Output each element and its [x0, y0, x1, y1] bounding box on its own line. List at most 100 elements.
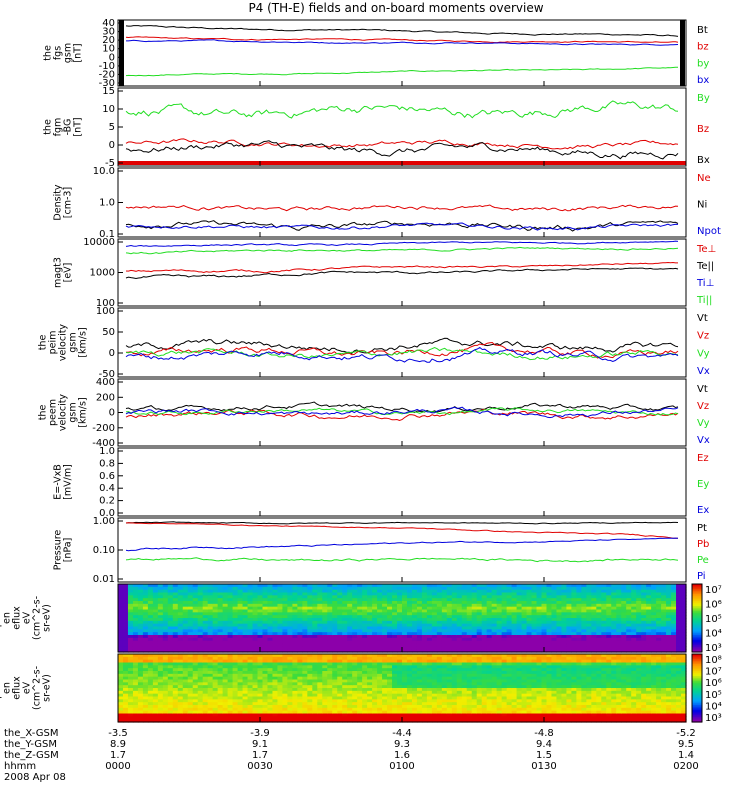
- y-tick-label: 0.01: [93, 574, 115, 585]
- y-tick-label: 0: [109, 408, 115, 419]
- legend-entry: Vy: [697, 348, 710, 359]
- series-line-pe: [126, 558, 678, 562]
- legend-entry: bz: [697, 42, 709, 53]
- legend-entry: Vt: [697, 384, 708, 395]
- series-line-vt: [126, 402, 678, 413]
- series-line-te: [126, 263, 678, 273]
- y-tick-label: 0.10: [93, 545, 115, 556]
- colorbar-tick-label: 10⁴: [705, 629, 722, 640]
- legend-entry: Ti||: [696, 295, 712, 306]
- series-line-ne: [126, 205, 678, 211]
- y-tick-label: 0.2: [99, 496, 115, 507]
- colorbar-tick-label: 10⁵: [705, 614, 722, 625]
- y-axis-label-line: [nT]: [73, 117, 84, 136]
- y-axis-label: Pressure[nPa]: [53, 530, 74, 571]
- y-tick-label: 100: [96, 306, 115, 317]
- series-line-vt: [126, 338, 678, 353]
- series-line-by: [126, 67, 678, 76]
- y-tick-label: 5: [109, 122, 115, 133]
- y-axis-label: thepeemvelocitygsm[km/s]: [38, 394, 89, 432]
- legend-entry: Bx: [697, 155, 710, 166]
- legend-entry: Bt: [697, 25, 708, 36]
- y-tick-label: 1.00: [93, 516, 115, 527]
- y-axis-label: Density[cm-3]: [53, 184, 74, 220]
- series-line-pb: [126, 523, 678, 538]
- panel-peir: 10⁷10⁶10⁵10⁴10³thepeirenefluxeV(cm^2-s-s…: [0, 584, 722, 654]
- y-axis-label-line: sr-eV): [42, 604, 53, 632]
- series-line-pt: [126, 522, 678, 524]
- y-axis-label: thepeirenefluxeV(cm^2-s-sr-eV): [0, 596, 53, 640]
- series-line-bx: [126, 141, 678, 159]
- data-gap-left: [119, 20, 124, 86]
- panel-frame: [118, 448, 686, 516]
- legend-entry: Vz: [697, 401, 709, 412]
- y-axis-label: E=-VxB[mV/m]: [53, 464, 74, 500]
- y-axis-label-line: [km/s]: [78, 327, 89, 357]
- legend-entry: bx: [697, 75, 709, 86]
- panel-peim: VtVzVyVx100500-50thepeimvelocitygsm[km/s…: [38, 306, 710, 380]
- legend-entry: Ne: [697, 173, 711, 184]
- legend-entry: Te||: [696, 261, 714, 272]
- legend-entry: By: [697, 93, 710, 104]
- legend-entry: Vx: [697, 366, 710, 377]
- y-axis-label-line: [eV]: [63, 263, 74, 283]
- panel-peem: VtVzVyVx4002000-200-400thepeemvelocitygs…: [38, 377, 710, 449]
- panel-frame: [118, 20, 686, 86]
- legend-entry: Npot: [697, 226, 721, 237]
- page-title: P4 (TH-E) fields and on-board moments ov…: [248, 1, 543, 15]
- panel-frame: [118, 88, 686, 166]
- y-axis-label-line: [km/s]: [78, 397, 89, 427]
- y-axis-label: thepeimvelocitygsm[km/s]: [38, 324, 89, 362]
- legend-entry: Vt: [697, 313, 708, 324]
- y-axis-label-line: [nPa]: [63, 538, 74, 563]
- y-tick-label: 0.4: [99, 483, 115, 494]
- y-tick-label: 0.6: [99, 471, 115, 482]
- y-tick-label: 10000: [83, 237, 115, 248]
- legend-entry: Ey: [697, 479, 709, 490]
- y-tick-label: 0.8: [99, 458, 115, 469]
- y-tick-label: 1.0: [99, 198, 115, 209]
- y-axis-label: thefgsgsm[nT]: [43, 43, 84, 63]
- legend-entry: Te⊥: [696, 244, 716, 255]
- series-line-ti: [126, 247, 678, 253]
- series-line-bt: [126, 26, 678, 37]
- series-line-vz: [126, 343, 678, 359]
- y-tick-label: 10.0: [93, 166, 115, 177]
- y-tick-label: 0: [109, 348, 115, 359]
- legend-entry: Vy: [697, 418, 710, 429]
- legend-entry: Vx: [697, 435, 710, 446]
- series-line-te: [126, 268, 678, 278]
- legend-entry: Ez: [697, 453, 709, 464]
- legend-entry: Pt: [697, 523, 707, 534]
- legend-entry: Ni: [697, 200, 707, 211]
- series-line-bx: [126, 40, 678, 46]
- y-tick-label: 1.0: [99, 446, 115, 457]
- y-tick-label: 200: [96, 392, 115, 403]
- legend-entry: by: [697, 58, 709, 69]
- series-line-pi: [126, 538, 678, 551]
- colorbar-tick-label: 10⁶: [705, 600, 722, 611]
- y-axis-label: thefgm-BG[nT]: [43, 117, 84, 136]
- y-tick-label: -200: [92, 423, 115, 434]
- y-tick-label: 0: [109, 140, 115, 151]
- panel-frame: [118, 308, 686, 377]
- legend-entry: Pe: [697, 555, 709, 566]
- y-tick-label: 1000: [90, 268, 115, 279]
- y-axis-label-line: [mV/m]: [63, 464, 74, 500]
- series-line-by: [126, 101, 678, 118]
- y-tick-label: 15: [102, 86, 115, 97]
- series-line-vx: [126, 348, 678, 363]
- y-tick-label: 10: [102, 104, 115, 115]
- colorbar-tick-label: 10³: [705, 643, 722, 654]
- data-gap-right: [680, 20, 685, 86]
- y-tick-label: 400: [96, 377, 115, 388]
- y-tick-label: 50: [102, 327, 115, 338]
